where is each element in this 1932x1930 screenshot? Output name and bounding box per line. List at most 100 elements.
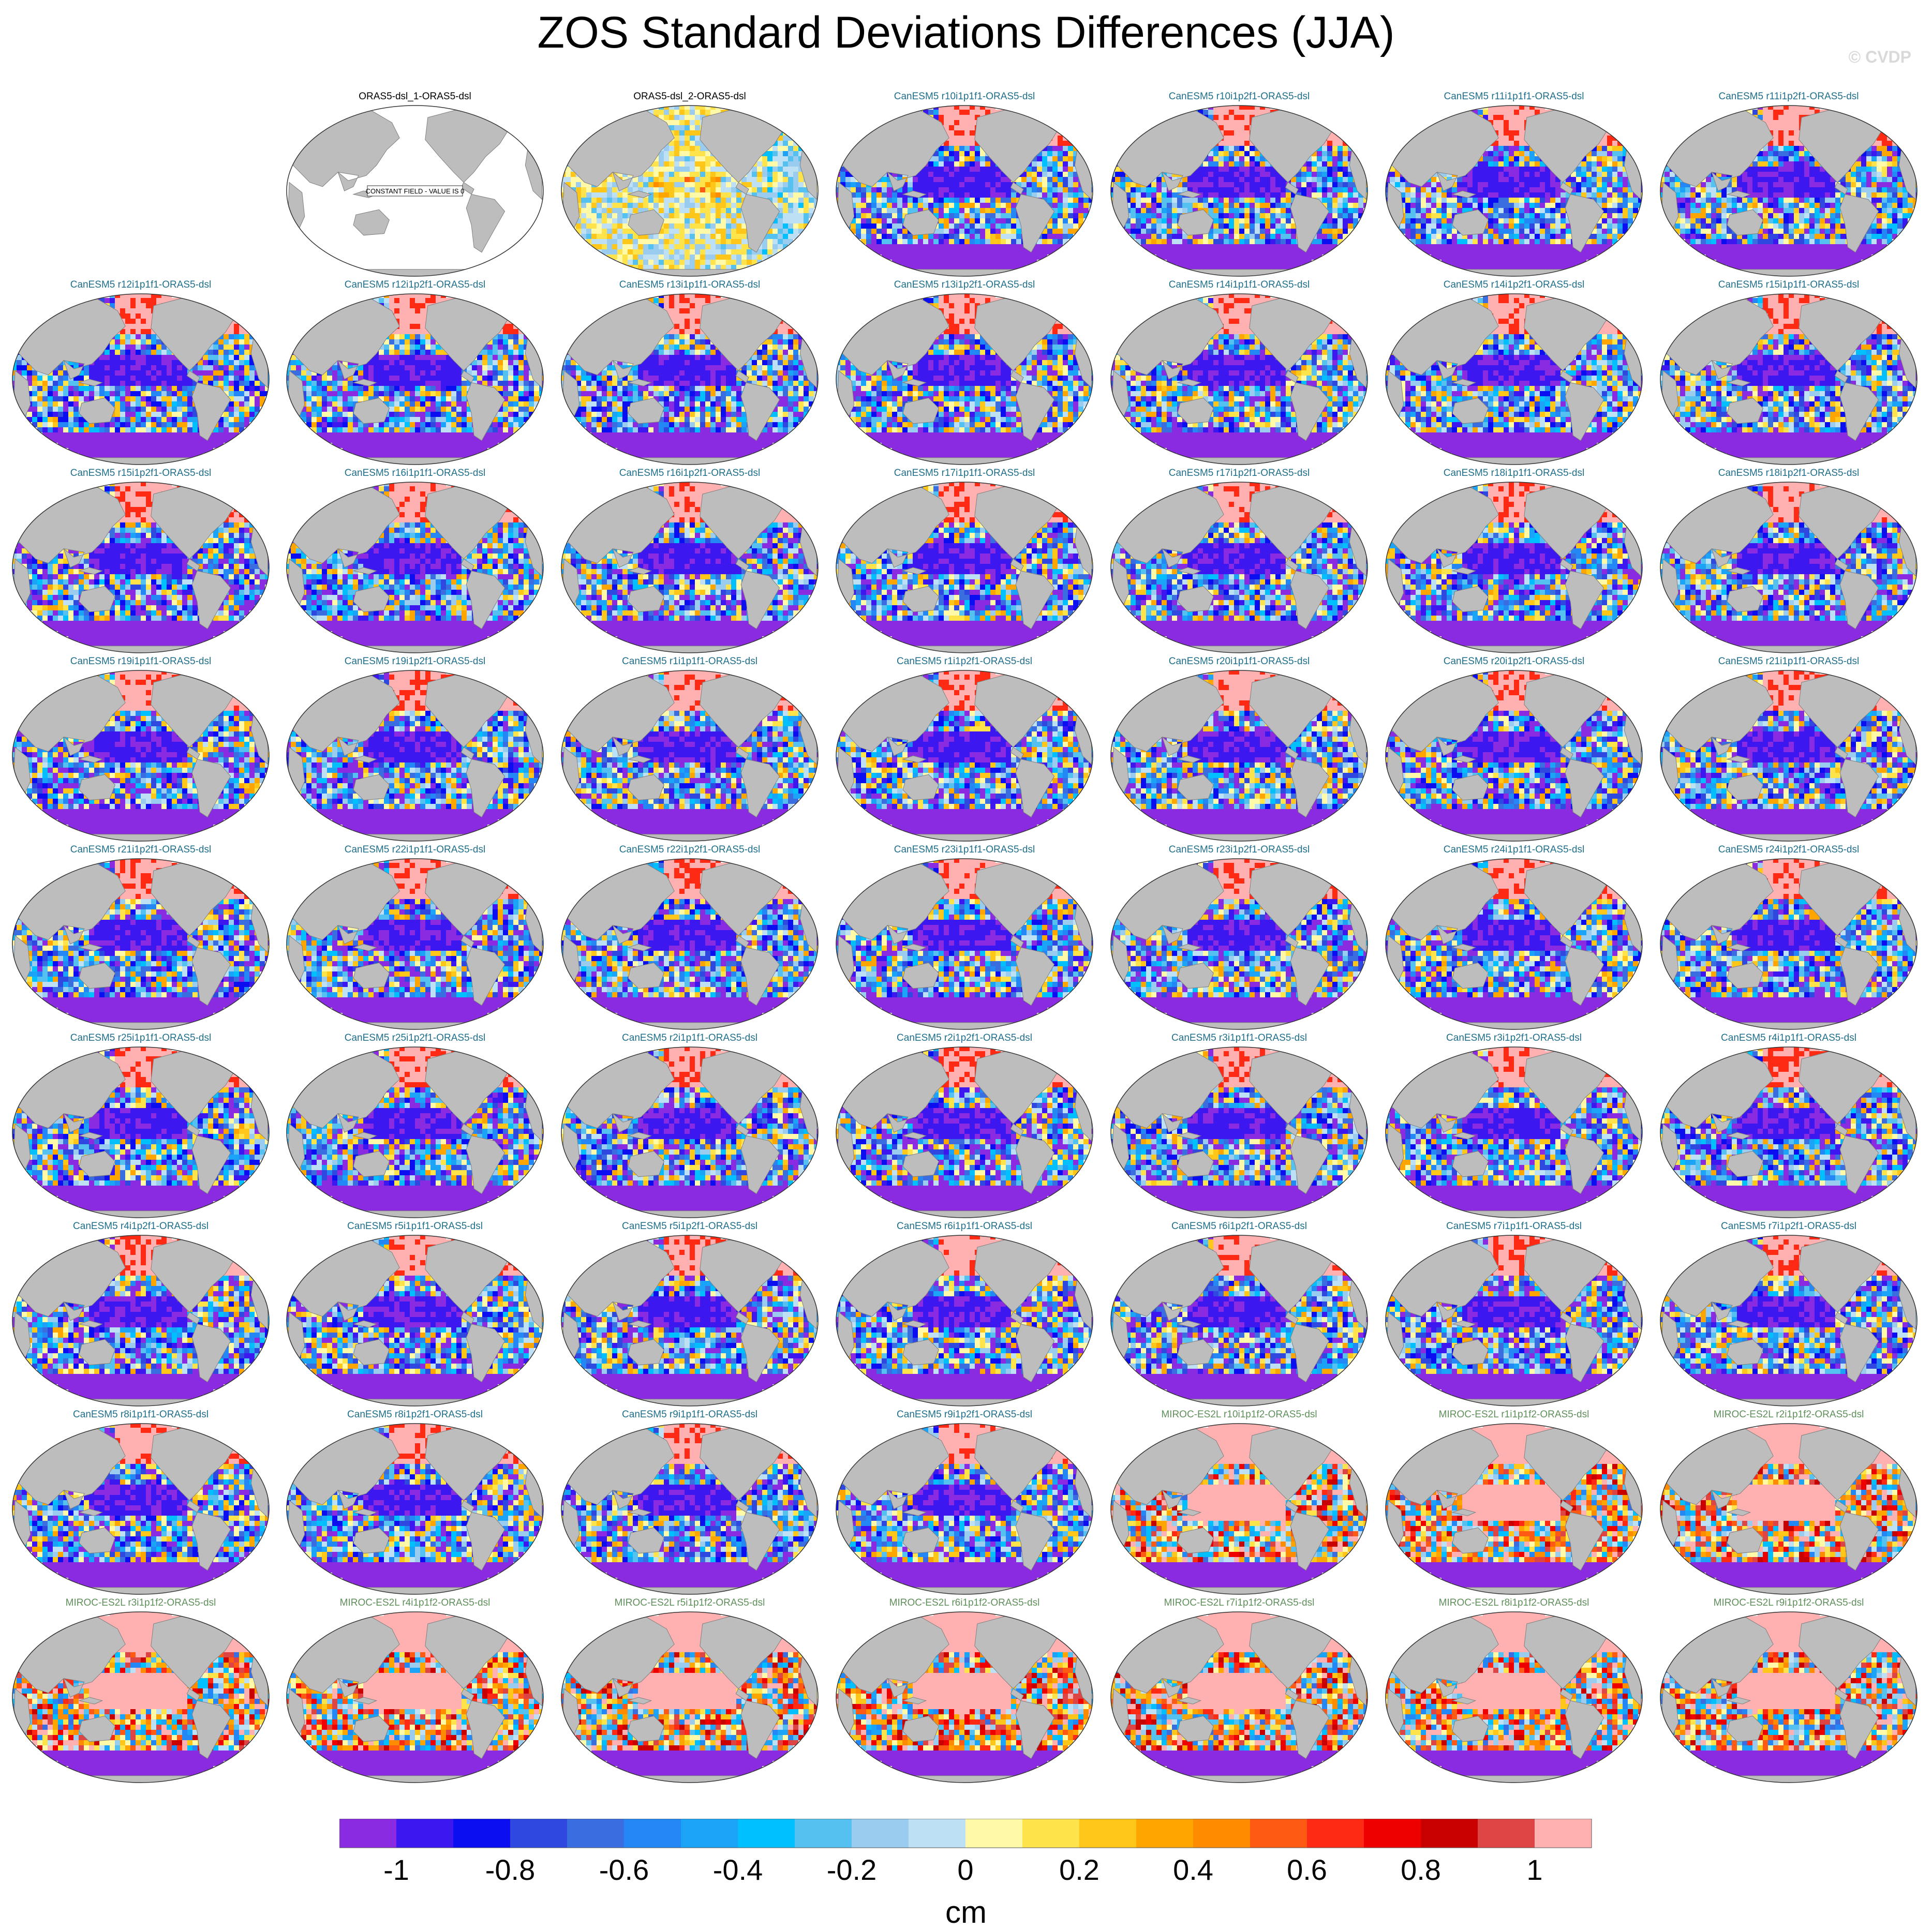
colorbar-box xyxy=(510,1819,567,1848)
colorbar-tick-label: -1 xyxy=(383,1853,409,1886)
map-panel: CanESM5 r17i1p2f1-ORAS5-dsl xyxy=(1105,468,1374,654)
map-plot xyxy=(1385,1423,1643,1596)
colorbar-box xyxy=(339,1819,396,1848)
panel-title: CanESM5 r13i1p2f1-ORAS5-dsl xyxy=(830,279,1099,291)
panel-title: CanESM5 r4i1p1f1-ORAS5-dsl xyxy=(1654,1033,1923,1044)
map-plot xyxy=(1110,1423,1369,1596)
map-panel: CanESM5 r5i1p2f1-ORAS5-dsl xyxy=(555,1221,824,1407)
map-plot xyxy=(286,1046,544,1219)
panel-title: CanESM5 r17i1p1f1-ORAS5-dsl xyxy=(830,468,1099,479)
map-plot xyxy=(560,1046,819,1219)
map-panel: CanESM5 r6i1p2f1-ORAS5-dsl xyxy=(1105,1221,1374,1407)
colorbar-box xyxy=(1022,1819,1079,1848)
map-plot xyxy=(1659,1423,1918,1596)
map-panel: CanESM5 r22i1p1f1-ORAS5-dsl xyxy=(280,844,549,1030)
map-panel: CanESM5 r9i1p2f1-ORAS5-dsl xyxy=(830,1409,1099,1595)
panel-title: CanESM5 r16i1p1f1-ORAS5-dsl xyxy=(280,468,549,479)
map-panel: CanESM5 r1i1p1f1-ORAS5-dsl xyxy=(555,656,824,842)
map-plot xyxy=(560,1423,819,1596)
panel-title: CanESM5 r21i1p2f1-ORAS5-dsl xyxy=(6,844,275,856)
colorbar-tick-label: -0.4 xyxy=(713,1853,763,1886)
map-plot xyxy=(286,293,544,466)
colorbar-box xyxy=(852,1819,909,1848)
panel-title: CanESM5 r3i1p2f1-ORAS5-dsl xyxy=(1379,1033,1648,1044)
map-plot xyxy=(560,104,819,278)
map-plot xyxy=(835,1611,1094,1784)
panel-title: CanESM5 r9i1p1f1-ORAS5-dsl xyxy=(555,1409,824,1420)
panel-title: CanESM5 r19i1p2f1-ORAS5-dsl xyxy=(280,656,549,667)
map-plot xyxy=(560,1234,819,1408)
map-plot xyxy=(1110,104,1369,278)
map-panel: CanESM5 r12i1p2f1-ORAS5-dsl xyxy=(280,279,549,466)
panel-title: CanESM5 r11i1p2f1-ORAS5-dsl xyxy=(1654,91,1923,102)
map-panel: CanESM5 r7i1p2f1-ORAS5-dsl xyxy=(1654,1221,1923,1407)
colorbar-tick-label: -0.6 xyxy=(599,1853,649,1886)
panel-title: CanESM5 r11i1p1f1-ORAS5-dsl xyxy=(1379,91,1648,102)
map-plot xyxy=(835,669,1094,843)
map-plot xyxy=(1385,858,1643,1031)
map-plot xyxy=(1659,669,1918,843)
colorbar-tick-label: -0.8 xyxy=(485,1853,536,1886)
map-plot xyxy=(835,1046,1094,1219)
map-plot xyxy=(11,1046,270,1219)
map-panel: MIROC-ES2L r3i1p1f2-ORAS5-dsl xyxy=(6,1597,275,1784)
map-panel: CanESM5 r16i1p1f1-ORAS5-dsl xyxy=(280,468,549,654)
map-panel: CanESM5 r21i1p1f1-ORAS5-dsl xyxy=(1654,656,1923,842)
map-plot xyxy=(1659,293,1918,466)
map-plot xyxy=(1385,293,1643,466)
map-plot xyxy=(560,293,819,466)
panel-title: MIROC-ES2L r4i1p1f2-ORAS5-dsl xyxy=(280,1597,549,1609)
map-plot xyxy=(835,481,1094,654)
colorbar-box xyxy=(624,1819,681,1848)
colorbar-box xyxy=(1307,1819,1364,1848)
panel-title: CanESM5 r12i1p1f1-ORAS5-dsl xyxy=(6,279,275,291)
colorbar-box xyxy=(1535,1819,1592,1848)
map-panel: MIROC-ES2L r8i1p1f2-ORAS5-dsl xyxy=(1379,1597,1648,1784)
panel-title: MIROC-ES2L r7i1p1f2-ORAS5-dsl xyxy=(1105,1597,1374,1609)
panel-title: CanESM5 r9i1p2f1-ORAS5-dsl xyxy=(830,1409,1099,1420)
map-plot xyxy=(286,669,544,843)
map-panel: CanESM5 r11i1p1f1-ORAS5-dsl xyxy=(1379,91,1648,277)
map-panel: CanESM5 r20i1p2f1-ORAS5-dsl xyxy=(1379,656,1648,842)
map-panel: CanESM5 r3i1p2f1-ORAS5-dsl xyxy=(1379,1033,1648,1219)
map-panel: CanESM5 r15i1p1f1-ORAS5-dsl xyxy=(1654,279,1923,466)
map-panel: CanESM5 r11i1p2f1-ORAS5-dsl xyxy=(1654,91,1923,277)
panel-title: CanESM5 r5i1p2f1-ORAS5-dsl xyxy=(555,1221,824,1232)
panel-title: CanESM5 r6i1p2f1-ORAS5-dsl xyxy=(1105,1221,1374,1232)
panel-title: MIROC-ES2L r1i1p1f2-ORAS5-dsl xyxy=(1379,1409,1648,1420)
map-plot xyxy=(286,481,544,654)
panel-title: CanESM5 r10i1p1f1-ORAS5-dsl xyxy=(830,91,1099,102)
colorbar-box xyxy=(1193,1819,1250,1848)
colorbar-box xyxy=(795,1819,852,1848)
panel-title: CanESM5 r7i1p1f1-ORAS5-dsl xyxy=(1379,1221,1648,1232)
panel-title: CanESM5 r2i1p2f1-ORAS5-dsl xyxy=(830,1033,1099,1044)
map-plot xyxy=(11,293,270,466)
map-panel: CanESM5 r24i1p2f1-ORAS5-dsl xyxy=(1654,844,1923,1030)
panel-title: MIROC-ES2L r8i1p1f2-ORAS5-dsl xyxy=(1379,1597,1648,1609)
map-panel: MIROC-ES2L r5i1p1f2-ORAS5-dsl xyxy=(555,1597,824,1784)
map-panel: CanESM5 r25i1p1f1-ORAS5-dsl xyxy=(6,1033,275,1219)
map-plot xyxy=(11,481,270,654)
map-plot xyxy=(1385,481,1643,654)
map-panel: MIROC-ES2L r10i1p1f2-ORAS5-dsl xyxy=(1105,1409,1374,1595)
panel-title: CanESM5 r20i1p1f1-ORAS5-dsl xyxy=(1105,656,1374,667)
map-panel: CanESM5 r1i1p2f1-ORAS5-dsl xyxy=(830,656,1099,842)
colorbar-box xyxy=(681,1819,738,1848)
map-plot: CONSTANT FIELD - VALUE IS 0 xyxy=(286,104,544,278)
colorbar-label: cm xyxy=(0,1894,1932,1930)
panel-title: CanESM5 r23i1p2f1-ORAS5-dsl xyxy=(1105,844,1374,856)
map-plot xyxy=(11,1423,270,1596)
map-panel: CanESM5 r15i1p2f1-ORAS5-dsl xyxy=(6,468,275,654)
map-panel: CanESM5 r17i1p1f1-ORAS5-dsl xyxy=(830,468,1099,654)
panel-title: CanESM5 r6i1p1f1-ORAS5-dsl xyxy=(830,1221,1099,1232)
map-plot xyxy=(835,1423,1094,1596)
map-panel: CanESM5 r22i1p2f1-ORAS5-dsl xyxy=(555,844,824,1030)
map-panel: MIROC-ES2L r2i1p1f2-ORAS5-dsl xyxy=(1654,1409,1923,1595)
panel-title: CanESM5 r7i1p2f1-ORAS5-dsl xyxy=(1654,1221,1923,1232)
panel-title: CanESM5 r14i1p2f1-ORAS5-dsl xyxy=(1379,279,1648,291)
map-plot xyxy=(1110,481,1369,654)
map-panel: CanESM5 r13i1p2f1-ORAS5-dsl xyxy=(830,279,1099,466)
